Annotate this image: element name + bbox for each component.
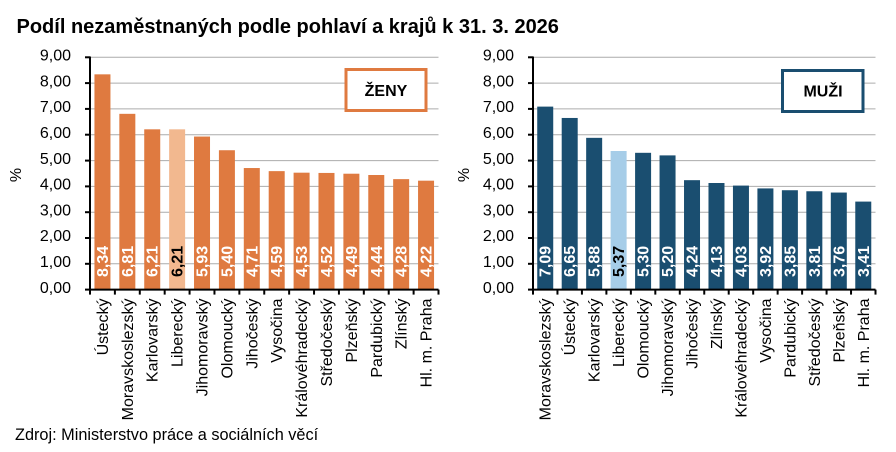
- svg-text:4,22: 4,22: [419, 246, 436, 277]
- svg-text:MUŽI: MUŽI: [803, 82, 842, 101]
- svg-text:Plzeňský: Plzeňský: [831, 299, 848, 363]
- svg-text:5,88: 5,88: [587, 246, 604, 277]
- svg-text:Pardubický: Pardubický: [369, 299, 386, 378]
- svg-text:Jihočeský: Jihočeský: [244, 299, 261, 369]
- svg-text:2,00: 2,00: [483, 228, 514, 245]
- svg-text:8,34: 8,34: [95, 246, 112, 277]
- svg-text:3,81: 3,81: [807, 246, 824, 277]
- svg-text:Středočeský: Středočeský: [807, 299, 824, 387]
- svg-text:Zlínský: Zlínský: [394, 299, 411, 350]
- svg-text:Ústecký: Ústecký: [560, 299, 579, 356]
- svg-text:Liberecký: Liberecký: [611, 299, 628, 367]
- svg-text:Liberecký: Liberecký: [170, 299, 187, 367]
- svg-text:Středočeský: Středočeský: [319, 299, 336, 387]
- svg-text:Pardubický: Pardubický: [782, 299, 799, 378]
- svg-text:Jihočeský: Jihočeský: [685, 299, 702, 369]
- svg-text:4,49: 4,49: [344, 246, 361, 277]
- svg-text:3,92: 3,92: [758, 246, 775, 277]
- svg-text:Karlovarský: Karlovarský: [145, 299, 162, 383]
- svg-text:6,81: 6,81: [120, 246, 137, 277]
- svg-text:7,09: 7,09: [538, 246, 555, 277]
- svg-text:Plzeňský: Plzeňský: [344, 299, 361, 363]
- svg-text:6,21: 6,21: [170, 246, 187, 277]
- svg-text:Zlínský: Zlínský: [709, 299, 726, 350]
- svg-text:1,00: 1,00: [40, 254, 71, 271]
- svg-text:4,59: 4,59: [269, 246, 286, 277]
- svg-text:5,40: 5,40: [219, 246, 236, 277]
- svg-text:5,93: 5,93: [195, 246, 212, 277]
- svg-text:0,00: 0,00: [483, 280, 514, 297]
- svg-text:1,00: 1,00: [483, 254, 514, 271]
- svg-text:Jihomoravský: Jihomoravský: [195, 299, 212, 397]
- svg-text:Královéhradecký: Královéhradecký: [294, 299, 311, 418]
- svg-text:4,44: 4,44: [369, 246, 386, 277]
- svg-text:3,41: 3,41: [856, 246, 873, 277]
- svg-text:2,00: 2,00: [40, 228, 71, 245]
- svg-text:4,52: 4,52: [319, 246, 336, 277]
- svg-text:ŽENY: ŽENY: [365, 81, 408, 100]
- svg-text:8,00: 8,00: [40, 73, 71, 90]
- svg-text:6,21: 6,21: [145, 246, 162, 277]
- svg-text:3,76: 3,76: [831, 246, 848, 277]
- svg-text:5,37: 5,37: [611, 246, 628, 277]
- svg-text:6,00: 6,00: [483, 125, 514, 142]
- svg-text:Karlovarský: Karlovarský: [587, 299, 604, 383]
- svg-text:3,85: 3,85: [782, 246, 799, 277]
- svg-text:Olomoucký: Olomoucký: [636, 299, 653, 379]
- svg-text:Jihomoravský: Jihomoravský: [660, 299, 677, 397]
- svg-text:Vysočina: Vysočina: [758, 298, 775, 362]
- svg-text:4,28: 4,28: [394, 246, 411, 277]
- svg-text:8,00: 8,00: [483, 73, 514, 90]
- svg-text:4,13: 4,13: [709, 246, 726, 277]
- svg-text:Moravskoslezský: Moravskoslezský: [538, 299, 555, 421]
- svg-text:5,20: 5,20: [660, 246, 677, 277]
- svg-text:9,00: 9,00: [483, 48, 514, 65]
- svg-text:3,00: 3,00: [483, 202, 514, 219]
- svg-text:7,00: 7,00: [40, 99, 71, 116]
- svg-text:4,24: 4,24: [685, 246, 702, 277]
- svg-text:6,65: 6,65: [562, 246, 579, 277]
- svg-text:4,03: 4,03: [733, 246, 750, 277]
- svg-text:Ústecký: Ústecký: [93, 299, 112, 356]
- svg-text:4,71: 4,71: [244, 246, 261, 277]
- svg-text:5,30: 5,30: [636, 246, 653, 277]
- svg-text:%: %: [8, 168, 25, 182]
- svg-text:7,00: 7,00: [483, 99, 514, 116]
- svg-text:Olomoucký: Olomoucký: [219, 299, 236, 379]
- svg-text:Moravskoslezský: Moravskoslezský: [120, 299, 137, 421]
- svg-text:4,00: 4,00: [483, 177, 514, 194]
- svg-text:Vysočina: Vysočina: [269, 298, 286, 362]
- svg-text:Hl. m. Praha: Hl. m. Praha: [856, 298, 873, 387]
- svg-text:Hl. m. Praha: Hl. m. Praha: [419, 298, 436, 387]
- svg-text:3,00: 3,00: [40, 202, 71, 219]
- svg-text:4,53: 4,53: [294, 246, 311, 277]
- svg-text:5,00: 5,00: [40, 151, 71, 168]
- svg-text:5,00: 5,00: [483, 151, 514, 168]
- svg-text:9,00: 9,00: [40, 48, 71, 65]
- svg-text:%: %: [456, 168, 473, 182]
- svg-text:4,00: 4,00: [40, 177, 71, 194]
- svg-text:0,00: 0,00: [40, 280, 71, 297]
- svg-text:Královéhradecký: Královéhradecký: [733, 299, 750, 418]
- svg-text:6,00: 6,00: [40, 125, 71, 142]
